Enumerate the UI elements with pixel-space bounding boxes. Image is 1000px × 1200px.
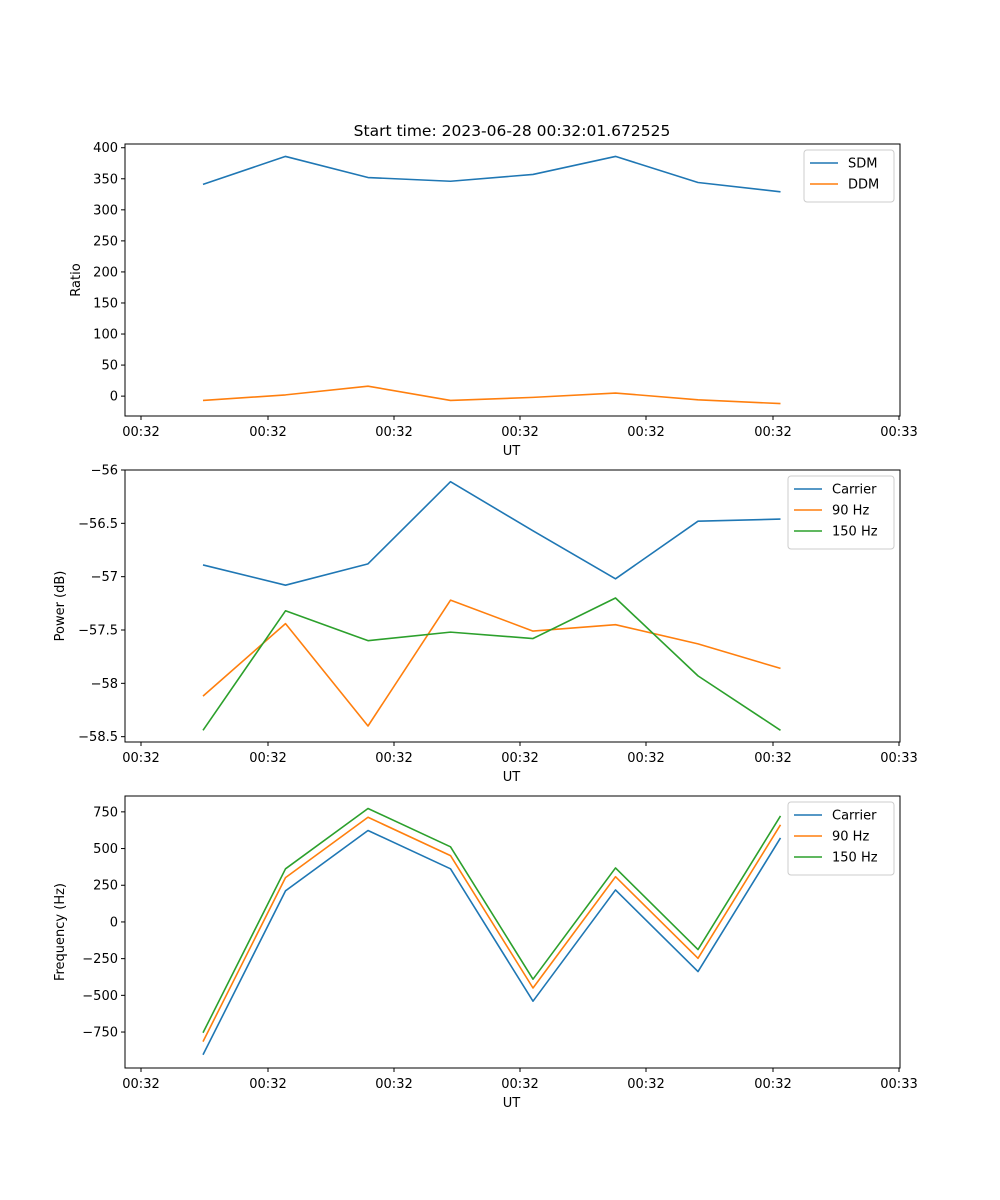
legend-label: Carrier bbox=[832, 483, 877, 498]
series-line-150-hz bbox=[202, 807, 782, 1034]
x-axis-label: UT bbox=[503, 1096, 521, 1111]
y-tick-label: −57 bbox=[91, 570, 118, 585]
y-tick-label: −57.5 bbox=[78, 624, 118, 639]
x-tick-label: 00:32 bbox=[249, 425, 286, 440]
series-line-90-hz bbox=[202, 599, 781, 727]
legend-label: Carrier bbox=[832, 809, 877, 824]
series-line-150-hz bbox=[202, 597, 781, 731]
panel-1: 0 50 100 150 200 250 300 350 400 00:32 00:32 00:32 0… bbox=[69, 141, 918, 459]
y-axis-label: Frequency (Hz) bbox=[53, 883, 68, 981]
legend-label: 90 Hz bbox=[832, 830, 869, 845]
legend-label: 90 Hz bbox=[832, 504, 869, 519]
y-tick-label: −250 bbox=[82, 952, 118, 967]
x-tick-label: 00:32 bbox=[501, 425, 538, 440]
legend: Carrier 90 Hz 150 Hz bbox=[787, 801, 895, 876]
y-tick-label: 100 bbox=[93, 328, 118, 343]
y-tick-label: 0 bbox=[110, 390, 118, 405]
x-axis-label: UT bbox=[503, 770, 521, 785]
x-tick-label: 00:32 bbox=[122, 1077, 159, 1092]
x-tick-label: 00:32 bbox=[249, 1077, 286, 1092]
y-tick-label: −750 bbox=[82, 1026, 118, 1041]
x-tick-label: 00:32 bbox=[754, 751, 791, 766]
y-tick-label: 50 bbox=[101, 359, 118, 374]
x-tick-label: 00:33 bbox=[880, 751, 917, 766]
legend: SDM DDM bbox=[803, 149, 895, 203]
x-tick-label: 00:32 bbox=[122, 425, 159, 440]
plot-frame bbox=[124, 795, 901, 1069]
x-tick-label: 00:33 bbox=[880, 1077, 917, 1092]
legend-label: SDM bbox=[848, 157, 877, 172]
legend-label: 150 Hz bbox=[832, 851, 878, 866]
y-tick-label: 350 bbox=[93, 172, 118, 187]
y-tick-label: −58 bbox=[91, 677, 118, 692]
x-tick-label: 00:32 bbox=[375, 751, 412, 766]
x-tick-label: 00:32 bbox=[375, 1077, 412, 1092]
series-line-90-hz bbox=[202, 816, 782, 1042]
y-tick-label: 200 bbox=[93, 265, 118, 280]
x-tick-label: 00:33 bbox=[880, 425, 917, 440]
chart-title: Start time: 2023-06-28 00:32:01.672525 bbox=[354, 122, 671, 140]
y-tick-label: −56.5 bbox=[78, 517, 118, 532]
plot-frame bbox=[124, 143, 901, 417]
y-tick-label: 400 bbox=[93, 141, 118, 156]
y-tick-label: −56 bbox=[91, 464, 118, 479]
x-axis-label: UT bbox=[503, 444, 521, 459]
x-tick-label: 00:32 bbox=[501, 751, 538, 766]
plot-frame bbox=[124, 469, 901, 743]
y-tick-label: 0 bbox=[110, 915, 118, 930]
x-tick-label: 00:32 bbox=[627, 1077, 664, 1092]
y-tick-label: −58.5 bbox=[78, 730, 118, 745]
series-line-carrier bbox=[202, 829, 782, 1056]
legend-label: 150 Hz bbox=[832, 525, 878, 540]
x-tick-label: 00:32 bbox=[501, 1077, 538, 1092]
series-line-sdm bbox=[202, 155, 781, 193]
y-axis-label: Ratio bbox=[69, 263, 84, 296]
legend: Carrier 90 Hz 150 Hz bbox=[787, 475, 895, 550]
x-tick-label: 00:32 bbox=[122, 751, 159, 766]
legend-label: DDM bbox=[848, 178, 879, 193]
y-tick-label: 250 bbox=[93, 879, 118, 894]
x-tick-label: 00:32 bbox=[754, 1077, 791, 1092]
x-tick-label: 00:32 bbox=[627, 751, 664, 766]
y-tick-label: 250 bbox=[93, 234, 118, 249]
y-tick-label: 750 bbox=[93, 805, 118, 820]
series-line-carrier bbox=[202, 480, 781, 587]
x-tick-label: 00:32 bbox=[627, 425, 664, 440]
y-tick-label: −500 bbox=[82, 989, 118, 1004]
y-tick-label: 500 bbox=[93, 842, 118, 857]
x-tick-label: 00:32 bbox=[249, 751, 286, 766]
y-tick-label: 300 bbox=[93, 203, 118, 218]
x-tick-label: 00:32 bbox=[375, 425, 412, 440]
x-tick-label: 00:32 bbox=[754, 425, 791, 440]
y-tick-label: 150 bbox=[93, 296, 118, 311]
panel-3: −750 −500 −250 0 250 500 750 00:32 00:32 00:32 00:… bbox=[53, 795, 918, 1111]
panel-2: −56 −56.5 −57 −57.5 −58 −58.5 00:32 00:32 00:32 0… bbox=[53, 464, 918, 786]
y-axis-label: Power (dB) bbox=[53, 571, 68, 642]
series-line-ddm bbox=[202, 385, 781, 405]
